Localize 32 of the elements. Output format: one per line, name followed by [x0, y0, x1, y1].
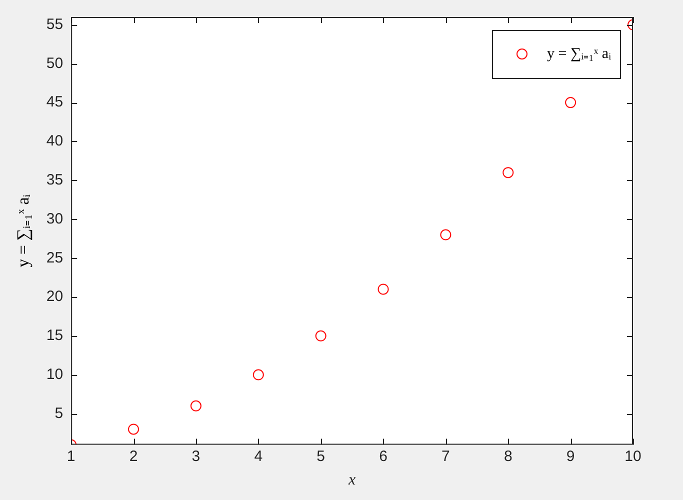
x-tick-label: 5 [316, 448, 325, 465]
y-tick-label: 15 [46, 327, 64, 344]
x-tick-label: 8 [504, 448, 512, 465]
y-tick-label: 50 [46, 54, 64, 72]
x-tick-label: 6 [379, 448, 388, 465]
y-tick-label: 40 [46, 132, 64, 150]
point [440, 229, 452, 240]
x-tick-label: 3 [192, 448, 200, 465]
y-tick-label: 45 [46, 94, 64, 111]
point [315, 330, 326, 342]
x-tick-label: 1 [66, 448, 76, 465]
y-tick-label: 5 [54, 404, 64, 422]
y-tick-label: 10 [46, 366, 64, 383]
y-axis-title: y = ∑ᵢ₌₁ˣ aᵢ [14, 194, 33, 268]
x-tick-label: 10 [624, 448, 642, 465]
y-tick-label: 20 [46, 288, 64, 306]
x-tick-label: 4 [254, 448, 263, 465]
point [565, 97, 576, 108]
point [502, 167, 514, 178]
y-tick-label: 30 [46, 210, 64, 228]
x-tick-label: 2 [129, 448, 138, 465]
x-tick-label: 7 [442, 448, 450, 465]
x-tick-label: 9 [566, 448, 575, 465]
point [252, 369, 264, 380]
point [128, 424, 140, 435]
legend-label: y = ∑ᵢ₌₁ˣ aᵢ [547, 46, 612, 62]
point [378, 284, 389, 295]
y-tick-label: 35 [46, 171, 64, 188]
point [190, 400, 202, 412]
y-tick-label: 55 [46, 16, 64, 33]
x-axis-title: x [347, 472, 356, 489]
y-tick-label: 25 [46, 249, 64, 266]
